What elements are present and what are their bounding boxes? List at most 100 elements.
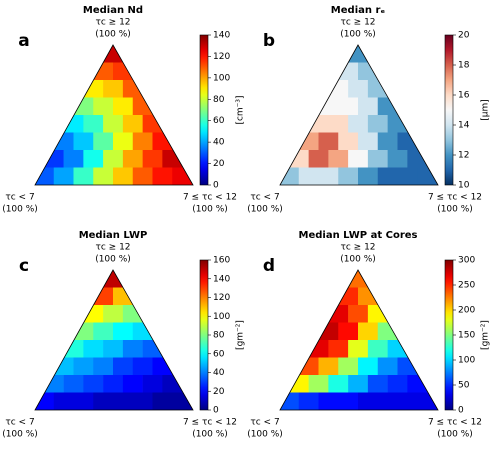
colorbar-tick-label: 10 bbox=[458, 181, 470, 191]
cell bbox=[338, 392, 359, 410]
cell bbox=[103, 375, 124, 393]
cell bbox=[122, 305, 143, 323]
cell bbox=[298, 392, 319, 410]
cell bbox=[318, 392, 339, 410]
colorbar-tick-label: 80 bbox=[213, 331, 225, 341]
corner-label: τc ≥ 12 bbox=[340, 18, 375, 28]
cell bbox=[122, 80, 143, 98]
corner-label: (100 %) bbox=[437, 430, 473, 440]
cell bbox=[113, 357, 134, 376]
cell bbox=[83, 375, 104, 393]
panel-title: Median LWP at Cores bbox=[299, 230, 418, 241]
cell bbox=[113, 392, 134, 410]
cell bbox=[328, 305, 349, 323]
cell bbox=[103, 80, 124, 98]
colorbar-tick-label: 100 bbox=[213, 312, 230, 322]
cell bbox=[338, 287, 359, 306]
corner-label: (100 %) bbox=[95, 255, 131, 265]
corner-label: 7 ≤ τc < 12 bbox=[428, 193, 482, 203]
cell bbox=[152, 357, 173, 376]
colorbar-tick-label: 150 bbox=[458, 331, 475, 341]
cell bbox=[348, 115, 369, 133]
panel-title: Median rₑ bbox=[331, 5, 386, 16]
cell bbox=[113, 62, 134, 81]
corner-label: 7 ≤ τc < 12 bbox=[183, 193, 237, 203]
panel-letter: c bbox=[19, 256, 29, 276]
cell bbox=[417, 392, 438, 410]
cell bbox=[358, 357, 379, 376]
cell bbox=[288, 375, 309, 393]
cell bbox=[113, 322, 134, 341]
cells bbox=[280, 270, 438, 410]
cells bbox=[35, 270, 193, 410]
colorbar-tick-label: 120 bbox=[213, 293, 230, 303]
cell bbox=[358, 287, 379, 306]
cell bbox=[328, 375, 349, 393]
cell bbox=[358, 132, 379, 151]
cell bbox=[35, 167, 55, 185]
colorbar-tick-label: 20 bbox=[458, 31, 470, 41]
panel-title: Median LWP bbox=[79, 230, 148, 241]
triangle-frame bbox=[34, 269, 194, 411]
colorbar-tick-label: 20 bbox=[213, 387, 225, 397]
cell bbox=[377, 322, 398, 341]
corner-label: (100 %) bbox=[95, 30, 131, 40]
colorbar-tick-label: 20 bbox=[213, 159, 225, 169]
panel: Median Nd a τc ≥ 12 (100 %) τc < 7 (100 %) 7 ≤… bbox=[2, 5, 245, 215]
corner-label: (100 %) bbox=[340, 30, 376, 40]
colorbar-tick-label: 120 bbox=[213, 52, 230, 62]
cell bbox=[387, 115, 408, 133]
cell bbox=[103, 305, 124, 323]
cell bbox=[377, 97, 398, 116]
colorbar-tick-label: 100 bbox=[458, 356, 475, 366]
cell bbox=[298, 167, 319, 185]
cell bbox=[63, 150, 84, 168]
cell bbox=[318, 322, 339, 341]
cell bbox=[103, 340, 124, 358]
cell bbox=[318, 132, 339, 151]
corner-label: (100 %) bbox=[192, 205, 228, 215]
colorbar-tick-label: 14 bbox=[458, 121, 470, 131]
colorbar-tick-label: 250 bbox=[458, 281, 475, 291]
colorbar bbox=[444, 34, 454, 186]
cell bbox=[142, 375, 163, 393]
panel-letter: b bbox=[263, 31, 275, 51]
triangle-frame bbox=[279, 269, 439, 411]
corner-label: (100 %) bbox=[192, 430, 228, 440]
cell bbox=[348, 45, 369, 63]
cell bbox=[407, 375, 428, 393]
cell bbox=[328, 80, 349, 98]
cell bbox=[103, 150, 124, 168]
colorbar-tick-label: 0 bbox=[213, 181, 219, 191]
cell bbox=[358, 392, 379, 410]
cell bbox=[367, 80, 388, 98]
cell bbox=[367, 115, 388, 133]
cell bbox=[53, 357, 74, 376]
cell bbox=[318, 97, 339, 116]
cell bbox=[328, 115, 349, 133]
corner-label: (100 %) bbox=[247, 430, 283, 440]
corner-label: τc ≥ 12 bbox=[95, 18, 130, 28]
cell bbox=[83, 305, 104, 323]
cell bbox=[338, 62, 359, 81]
cell bbox=[358, 62, 379, 81]
cell bbox=[348, 150, 369, 168]
colorbar-tick-label: 12 bbox=[458, 151, 469, 161]
cell bbox=[113, 167, 134, 185]
cell bbox=[172, 167, 193, 185]
cell bbox=[93, 287, 114, 306]
cell bbox=[83, 150, 104, 168]
colorbar-tick-label: 100 bbox=[213, 73, 230, 83]
cell bbox=[73, 132, 94, 151]
panel: Median rₑ b τc ≥ 12 (100 %) τc < 7 (100 %) 7 ≤… bbox=[247, 5, 490, 215]
corner-label: τc ≥ 12 bbox=[95, 243, 130, 253]
triangle-frame bbox=[279, 44, 439, 186]
cell bbox=[328, 340, 349, 358]
cell bbox=[280, 167, 300, 185]
cell bbox=[103, 270, 124, 288]
corner-label: τc < 7 bbox=[250, 418, 279, 428]
cell bbox=[308, 115, 329, 133]
cell bbox=[132, 167, 153, 185]
colorbar-tick-label: 60 bbox=[213, 349, 225, 359]
cell bbox=[122, 115, 143, 133]
